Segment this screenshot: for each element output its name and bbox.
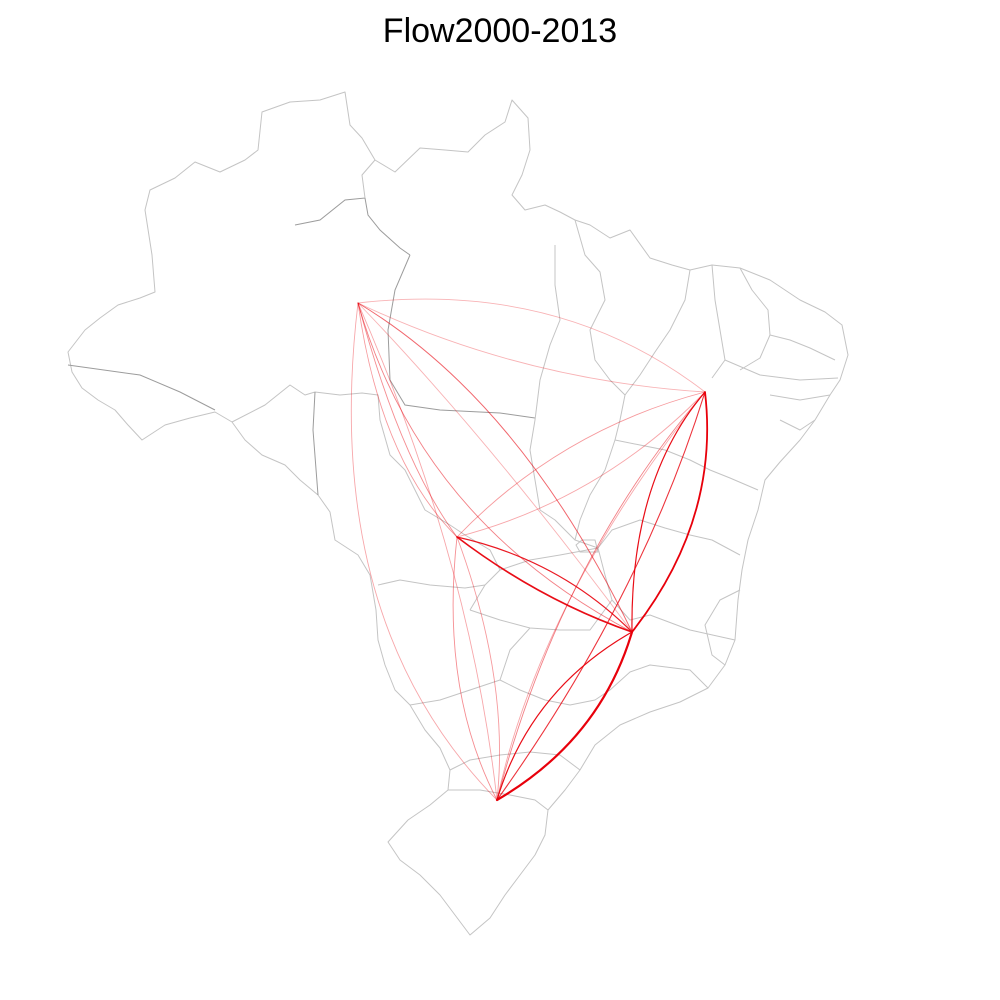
flow-arc [357,302,633,633]
flow-arc [357,302,633,633]
flow-arc [357,298,706,393]
flow-arc [357,302,706,393]
flow-arc [496,391,706,801]
state-borders [67,159,839,811]
flow-arc [456,391,706,538]
flow-arc [456,391,706,538]
flow-arc [631,391,706,633]
flow-arc [452,536,498,801]
country-outline [67,91,849,936]
flow-arc [357,302,458,538]
flow-lines [350,298,709,802]
flow-arc [495,630,634,802]
flow-arc [357,302,458,538]
flow-arc [456,536,633,633]
map-title: Flow2000-2013 [382,12,618,50]
flow-arc [631,391,709,633]
flow-arc [496,391,706,801]
flow-arc [350,302,498,801]
flow-arc [357,302,498,801]
flow-arc [456,536,500,801]
flow-arc [496,631,633,801]
flow-arc [496,391,706,801]
flow-arc [456,536,633,633]
flow-arc [357,302,633,633]
